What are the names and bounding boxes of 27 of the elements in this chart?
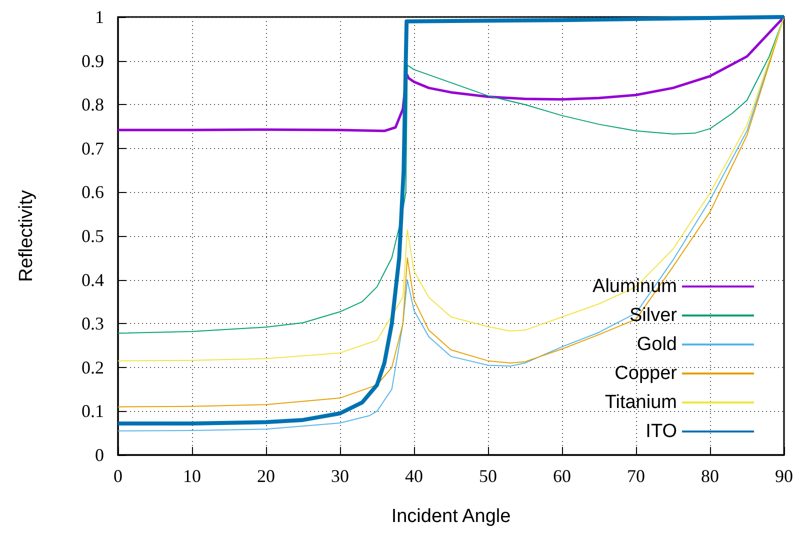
y-tick-label: 0.9 (82, 50, 104, 71)
y-tick-label: 1 (95, 7, 104, 27)
x-tick-label: 40 (405, 466, 423, 486)
x-tick-label: 80 (701, 466, 719, 486)
y-tick-label: 0.8 (82, 94, 104, 115)
y-axis-title: Reflectivity (16, 190, 37, 282)
y-tick-label: 0.4 (82, 270, 104, 290)
y-tick-label: 0.2 (82, 357, 104, 378)
legend-label: Titanium (604, 392, 677, 413)
x-tick-label: 90 (775, 466, 793, 486)
x-axis-title: Incident Angle (391, 506, 511, 527)
x-tick-label: 10 (183, 466, 201, 486)
x-tick-label: 50 (479, 466, 497, 486)
y-tick-label: 0.6 (82, 182, 104, 202)
legend-label: ITO (646, 421, 677, 442)
y-tick-label: 0.1 (82, 401, 104, 422)
x-tick-label: 20 (257, 466, 275, 486)
y-tick-label: 0 (95, 445, 104, 465)
y-tick-label: 0.5 (82, 226, 104, 246)
x-tick-label: 70 (627, 466, 645, 486)
x-tick-label: 30 (331, 466, 349, 486)
y-tick-label: 0.3 (82, 314, 104, 334)
x-tick-label: 60 (553, 466, 571, 486)
legend-label: Gold (636, 334, 677, 355)
y-tick-label: 0.7 (82, 138, 104, 158)
x-tick-label: 0 (114, 466, 122, 486)
legend-label: Copper (614, 363, 678, 384)
